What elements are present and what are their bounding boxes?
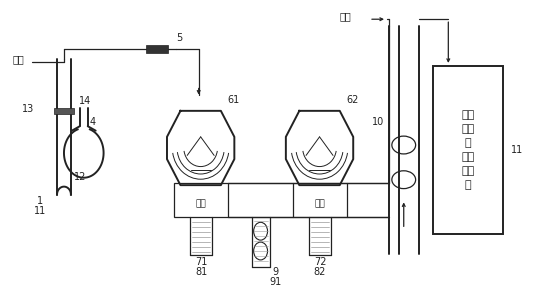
Text: 82: 82: [314, 267, 326, 277]
Text: 62: 62: [346, 95, 359, 105]
Text: 61: 61: [228, 95, 240, 105]
Bar: [293, 183, 347, 217]
Text: 5: 5: [176, 33, 182, 43]
Text: 72: 72: [314, 257, 326, 267]
Bar: [174, 183, 228, 217]
Bar: [54, 108, 74, 114]
Bar: [146, 45, 168, 53]
Text: 氮气: 氮气: [196, 199, 207, 209]
Text: 氮气: 氮气: [339, 11, 351, 21]
Text: 1: 1: [37, 196, 43, 206]
Text: 11: 11: [34, 206, 46, 216]
Text: 氮气: 氮气: [12, 54, 24, 64]
Text: 81: 81: [195, 267, 207, 277]
Text: 10: 10: [372, 117, 384, 127]
Text: 4: 4: [90, 117, 96, 127]
Text: 11: 11: [511, 145, 523, 155]
Text: 气体
同位
素
比値
质谱
仪: 气体 同位 素 比値 质谱 仪: [461, 110, 475, 190]
Text: 13: 13: [22, 104, 34, 114]
Text: 氮气: 氮气: [315, 199, 325, 209]
Text: 71: 71: [195, 257, 208, 267]
Text: 9: 9: [273, 267, 279, 277]
Text: 91: 91: [269, 277, 282, 287]
Text: 14: 14: [79, 96, 91, 106]
Bar: [434, 66, 503, 234]
Text: 12: 12: [74, 172, 86, 182]
